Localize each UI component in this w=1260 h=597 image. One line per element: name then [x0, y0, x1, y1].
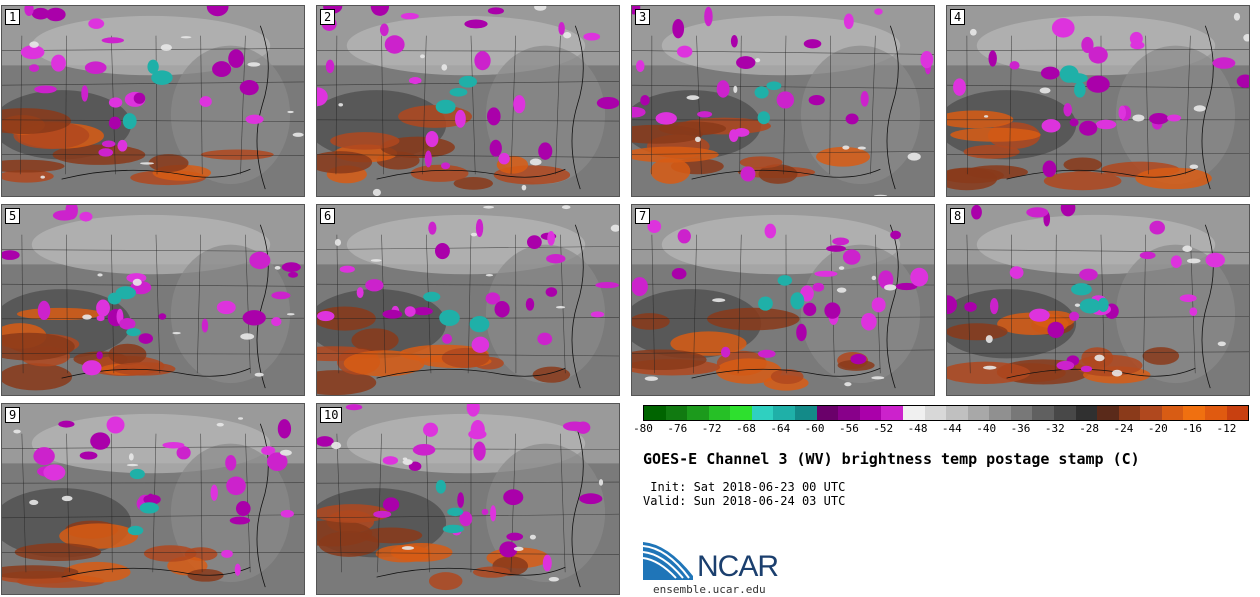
colorbar-swatch [1205, 406, 1227, 420]
colorbar-swatch [687, 406, 709, 420]
stamp-panel-3: 3 [631, 5, 935, 197]
colorbar-tick-label: -52 [873, 422, 894, 435]
colorbar-ticks: -80 -76 -72 -68 -64 -60 -56 -52 -48 -44 -40 -36 -32 -… [633, 422, 1247, 438]
colorbar-swatch [730, 406, 752, 420]
water-vapor-map [317, 6, 619, 196]
stamp-panel-2: 2 [316, 5, 620, 197]
colorbar-swatch [1010, 406, 1033, 420]
colorbar-tick-label: -16 [1182, 422, 1203, 435]
colorbar-tick-label: -20 [1147, 422, 1168, 435]
colorbar-tick-label: -56 [838, 422, 859, 435]
stamp-panel-4: 4 [946, 5, 1250, 197]
stamp-panel-1: 1 [1, 5, 305, 197]
colorbar-swatch [881, 406, 903, 420]
stamp-panel-10: 10 [316, 403, 620, 595]
colorbar-tick-label: -44 [941, 422, 962, 435]
water-vapor-map [317, 205, 619, 395]
water-vapor-map [947, 6, 1249, 196]
colorbar-tick-label: -72 [701, 422, 722, 435]
colorbar-tick-label: -32 [1044, 422, 1065, 435]
panel-number: 7 [635, 208, 651, 224]
init-time: Init: Sat 2018-06-23 00 UTC [643, 480, 846, 494]
colorbar-swatch [1161, 406, 1184, 420]
colorbar-swatch [859, 406, 882, 420]
colorbar-tick-label: -36 [1010, 422, 1031, 435]
colorbar-swatch [795, 406, 817, 420]
colorbar [643, 405, 1249, 421]
water-vapor-map [632, 6, 934, 196]
colorbar-swatch [1032, 406, 1054, 420]
colorbar-swatch [644, 406, 666, 420]
colorbar-swatch [1075, 406, 1098, 420]
logo-url: ensemble.ucar.edu [653, 583, 766, 596]
colorbar-swatch [1118, 406, 1141, 420]
panel-number: 4 [950, 9, 966, 25]
valid-time: Valid: Sun 2018-06-24 03 UTC [643, 494, 846, 508]
colorbar-swatch [902, 406, 925, 420]
colorbar-tick-label: -68 [736, 422, 756, 435]
colorbar-swatch [1226, 406, 1249, 420]
colorbar-swatch [967, 406, 990, 420]
panel-number: 8 [950, 208, 966, 224]
water-vapor-map [317, 404, 619, 594]
panel-number: 9 [5, 407, 21, 423]
water-vapor-map [2, 205, 304, 395]
panel-number: 2 [320, 9, 336, 25]
water-vapor-map [2, 404, 304, 594]
colorbar-swatch [1097, 406, 1119, 420]
colorbar-swatch [924, 406, 947, 420]
colorbar-tick-label: -40 [976, 422, 997, 435]
colorbar-tick-label: -48 [907, 422, 928, 435]
panel-number: 3 [635, 9, 651, 25]
colorbar-swatch [989, 406, 1011, 420]
panel-number: 1 [5, 9, 21, 25]
colorbar-tick-label: -12 [1216, 422, 1237, 435]
colorbar-swatch [773, 406, 796, 420]
colorbar-tick-label: -60 [804, 422, 825, 435]
ncar-logo-icon [643, 542, 693, 580]
stamp-panel-6: 6 [316, 204, 620, 396]
colorbar-tick-label: -28 [1079, 422, 1100, 435]
colorbar-swatch [1053, 406, 1076, 420]
colorbar-tick-label: -76 [667, 422, 688, 435]
chart-title: GOES-E Channel 3 (WV) brightness temp po… [643, 450, 1140, 468]
colorbar-swatch [838, 406, 860, 420]
colorbar-swatch [946, 406, 968, 420]
stamp-panel-7: 7 [631, 204, 935, 396]
colorbar-swatch [708, 406, 731, 420]
stamp-panel-5: 5 [1, 204, 305, 396]
panel-number: 5 [5, 208, 21, 224]
colorbar-tick-label: -64 [770, 422, 791, 435]
water-vapor-map [947, 205, 1249, 395]
panel-number: 10 [320, 407, 343, 423]
stamp-panel-8: 8 [946, 204, 1250, 396]
panel-number: 6 [320, 208, 336, 224]
water-vapor-map [2, 6, 304, 196]
logo-wordmark: NCAR [697, 550, 779, 583]
colorbar-swatch [816, 406, 839, 420]
colorbar-swatch [1183, 406, 1206, 420]
water-vapor-map [632, 205, 934, 395]
colorbar-tick-label: -24 [1113, 422, 1134, 435]
stamp-panel-9: 9 [1, 403, 305, 595]
colorbar-swatch [1140, 406, 1162, 420]
colorbar-swatch [751, 406, 774, 420]
colorbar-tick-label: -80 [633, 422, 653, 435]
colorbar-swatch [665, 406, 688, 420]
